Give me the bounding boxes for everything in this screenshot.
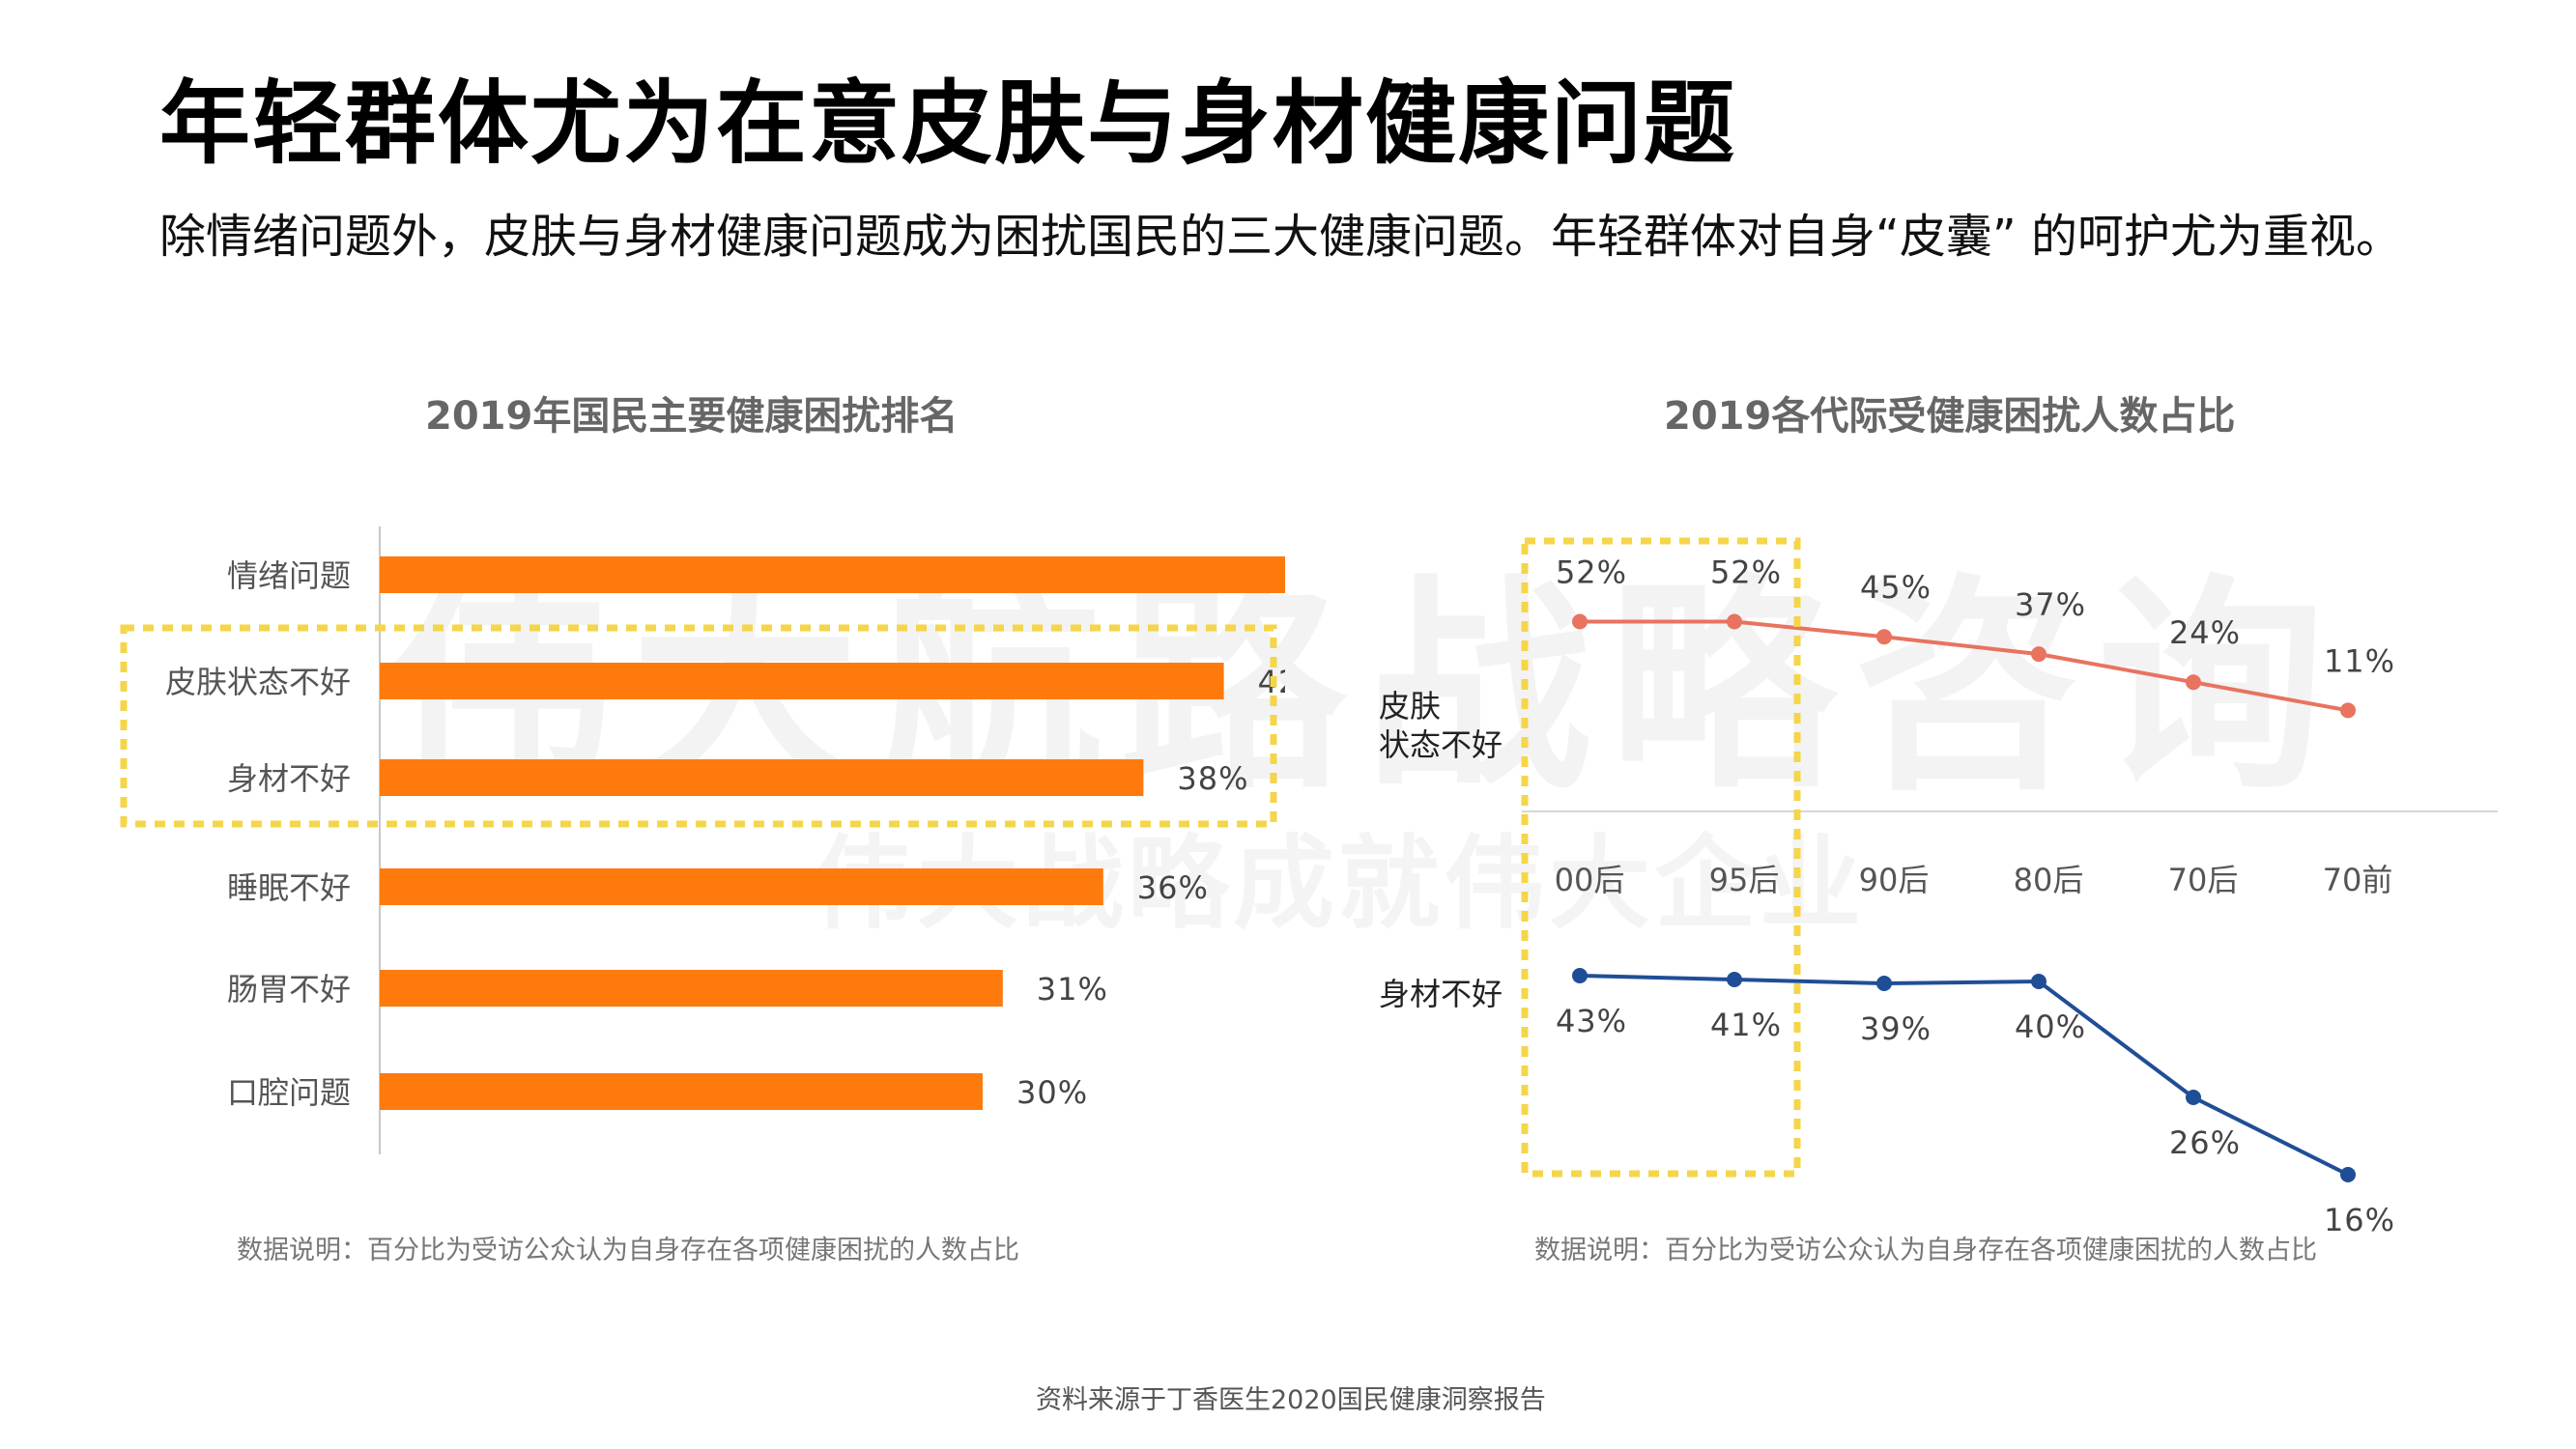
skin-value-label: 24% (2169, 614, 2241, 651)
bar-highlight-box (120, 624, 1277, 828)
bar-value-label: 38% (1177, 760, 1248, 797)
line-x-tick-label: 95后 (1709, 862, 1780, 898)
bar-category-label: 皮肤状态不好 (165, 664, 351, 700)
body-value-label: 16% (2324, 1202, 2395, 1238)
bar-category-label: 肠胃不好 (227, 971, 351, 1008)
bar-1 (380, 663, 1224, 699)
line-x-tick-label: 70后 (2168, 862, 2239, 898)
skin-value-label: 37% (2015, 586, 2086, 623)
line-chart-title: 2019各代际受健康困扰人数占比 (1664, 394, 2236, 439)
body-point (1876, 976, 1892, 991)
body-point (2340, 1167, 2356, 1182)
body-point (1572, 968, 1588, 983)
skin-series-label: 皮肤 (1379, 688, 1441, 724)
bar-category-label: 口腔问题 (227, 1074, 351, 1111)
line-x-tick-label: 80后 (2014, 862, 2084, 898)
bar-chart-title: 2019年国民主要健康困扰排名 (425, 394, 959, 439)
skin-series-label: 状态不好 (1379, 726, 1503, 763)
skin-point (2340, 702, 2356, 719)
line-highlight-box (1521, 537, 1801, 1178)
body-point (1727, 972, 1742, 987)
body-point (2031, 974, 2046, 989)
line-chart-note: 数据说明：百分比为受访公众认为自身存在各项健康困扰的人数占比 (1534, 1236, 2317, 1265)
bar-chart-note: 数据说明：百分比为受访公众认为自身存在各项健康困扰的人数占比 (237, 1236, 1019, 1265)
skin-value-label: 11% (2324, 642, 2395, 679)
line-x-tick-label: 70前 (2323, 862, 2393, 898)
page-title: 年轻群体尤为在意皮肤与身材健康问题 (159, 71, 1737, 177)
body-value-label: 40% (2015, 1009, 2086, 1045)
line-x-tick-label: 00后 (1555, 862, 1625, 898)
bar-5 (380, 1073, 983, 1110)
bar-category-label: 睡眠不好 (227, 869, 351, 906)
skin-line (1580, 619, 2349, 713)
skin-point (1876, 629, 1892, 645)
bar-category-label: 情绪问题 (227, 557, 351, 594)
bar-4 (380, 970, 1003, 1007)
skin-point (2031, 646, 2046, 663)
skin-point (1727, 613, 1742, 630)
body-line (1579, 974, 2349, 1177)
body-value-label: 39% (1860, 1010, 1932, 1047)
line-x-tick-label: 90后 (1859, 862, 1930, 898)
skin-value-label: 45% (1860, 569, 1932, 606)
body-value-label: 41% (1710, 1007, 1782, 1043)
bar-value-label: 31% (1037, 971, 1108, 1008)
skin-value-label: 52% (1556, 554, 1627, 591)
skin-point (1572, 613, 1588, 630)
skin-value-label: 52% (1710, 554, 1782, 591)
body-point (2186, 1090, 2201, 1105)
bar-category-label: 身材不好 (227, 760, 351, 797)
bar-3 (380, 868, 1103, 905)
line-chart: 52% 52% 45% 37% 24% 11% 43% 41% 39% 40% 26% 16% 00后 9… (1379, 537, 2498, 1238)
bar-0 (380, 556, 1285, 593)
source-note: 资料来源于丁香医生2020国民健康洞察报告 (1036, 1385, 1546, 1415)
bar-value-label: 30% (1016, 1074, 1088, 1111)
page-subtitle: 除情绪问题外，皮肤与身材健康问题成为困扰国民的三大健康问题。年轻群体对自身“皮囊… (159, 210, 2402, 264)
bar-2 (380, 759, 1144, 796)
bar-chart: 情绪问题46%皮肤状态不好42%身材不好38%睡眠不好36%肠胃不好31%口腔问… (120, 526, 1285, 1154)
bar-value-label: 36% (1137, 869, 1209, 906)
body-series-label: 身材不好 (1379, 976, 1503, 1012)
body-value-label: 43% (1556, 1003, 1627, 1039)
skin-point (2186, 674, 2201, 691)
body-value-label: 26% (2169, 1124, 2241, 1161)
